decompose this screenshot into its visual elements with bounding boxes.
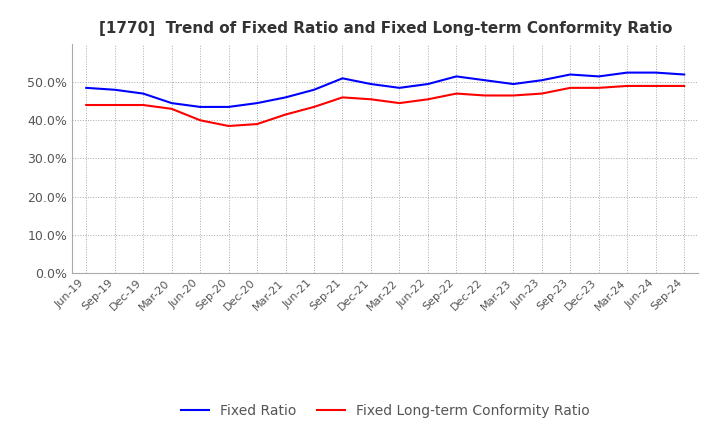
Fixed Long-term Conformity Ratio — [480, 93, 489, 98]
Fixed Long-term Conformity Ratio — [566, 85, 575, 91]
Line: Fixed Ratio: Fixed Ratio — [86, 73, 684, 107]
Fixed Long-term Conformity Ratio — [395, 100, 404, 106]
Legend: Fixed Ratio, Fixed Long-term Conformity Ratio: Fixed Ratio, Fixed Long-term Conformity … — [175, 399, 595, 424]
Fixed Ratio — [310, 87, 318, 92]
Fixed Ratio — [139, 91, 148, 96]
Fixed Ratio — [366, 81, 375, 87]
Fixed Long-term Conformity Ratio — [167, 106, 176, 111]
Fixed Ratio — [395, 85, 404, 91]
Fixed Long-term Conformity Ratio — [509, 93, 518, 98]
Fixed Ratio — [167, 100, 176, 106]
Fixed Ratio — [509, 81, 518, 87]
Fixed Ratio — [338, 76, 347, 81]
Fixed Long-term Conformity Ratio — [652, 83, 660, 88]
Fixed Ratio — [595, 74, 603, 79]
Fixed Long-term Conformity Ratio — [366, 97, 375, 102]
Fixed Ratio — [423, 81, 432, 87]
Fixed Long-term Conformity Ratio — [196, 117, 204, 123]
Fixed Long-term Conformity Ratio — [452, 91, 461, 96]
Fixed Ratio — [452, 74, 461, 79]
Fixed Ratio — [680, 72, 688, 77]
Fixed Long-term Conformity Ratio — [282, 112, 290, 117]
Fixed Ratio — [652, 70, 660, 75]
Fixed Ratio — [566, 72, 575, 77]
Fixed Long-term Conformity Ratio — [225, 123, 233, 128]
Fixed Long-term Conformity Ratio — [82, 103, 91, 108]
Fixed Long-term Conformity Ratio — [537, 91, 546, 96]
Fixed Long-term Conformity Ratio — [623, 83, 631, 88]
Title: [1770]  Trend of Fixed Ratio and Fixed Long-term Conformity Ratio: [1770] Trend of Fixed Ratio and Fixed Lo… — [99, 21, 672, 36]
Fixed Long-term Conformity Ratio — [680, 83, 688, 88]
Fixed Long-term Conformity Ratio — [310, 104, 318, 110]
Line: Fixed Long-term Conformity Ratio: Fixed Long-term Conformity Ratio — [86, 86, 684, 126]
Fixed Long-term Conformity Ratio — [139, 103, 148, 108]
Fixed Ratio — [110, 87, 119, 92]
Fixed Long-term Conformity Ratio — [110, 103, 119, 108]
Fixed Ratio — [82, 85, 91, 91]
Fixed Ratio — [623, 70, 631, 75]
Fixed Long-term Conformity Ratio — [253, 121, 261, 127]
Fixed Ratio — [196, 104, 204, 110]
Fixed Long-term Conformity Ratio — [595, 85, 603, 91]
Fixed Long-term Conformity Ratio — [423, 97, 432, 102]
Fixed Ratio — [253, 100, 261, 106]
Fixed Long-term Conformity Ratio — [338, 95, 347, 100]
Fixed Ratio — [480, 77, 489, 83]
Fixed Ratio — [225, 104, 233, 110]
Fixed Ratio — [537, 77, 546, 83]
Fixed Ratio — [282, 95, 290, 100]
